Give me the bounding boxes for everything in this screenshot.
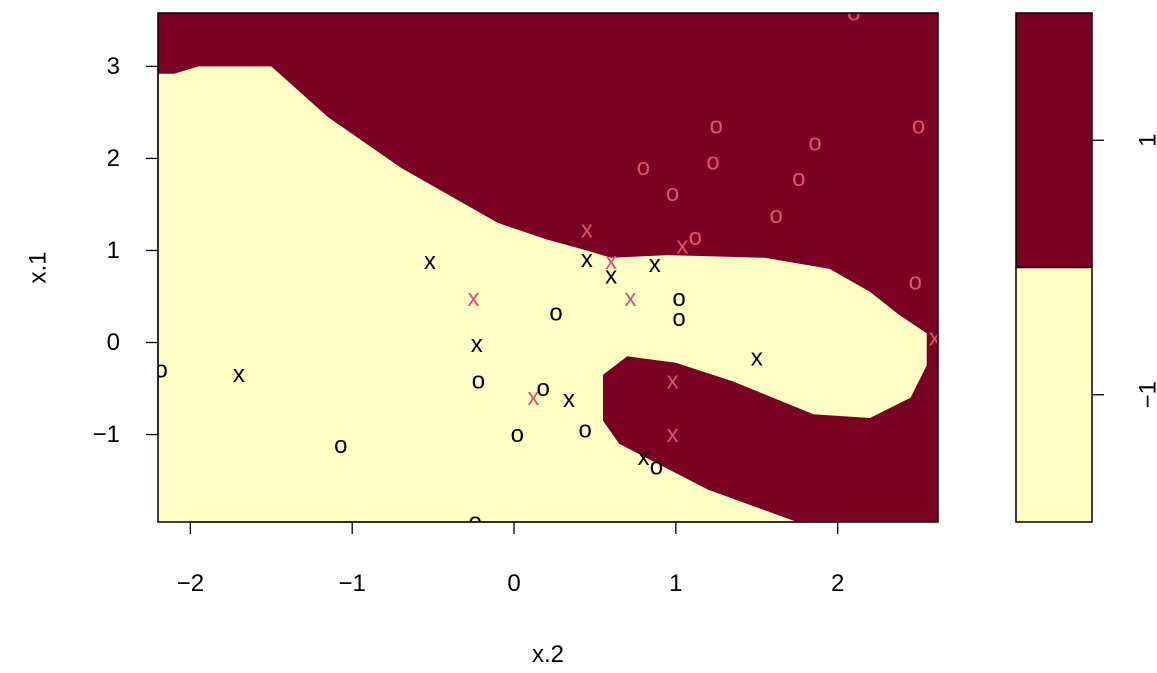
data-point-x: x <box>751 345 763 372</box>
data-point-x: x <box>667 368 679 395</box>
colorbar-label: −1 <box>1135 381 1157 408</box>
data-point-o: o <box>549 300 562 327</box>
data-point-x: x <box>468 285 480 312</box>
data-point-x: x <box>667 421 679 448</box>
data-point-o: o <box>769 202 782 229</box>
data-point-o: o <box>912 113 925 140</box>
data-point-x: x <box>676 232 688 259</box>
x-tick-label: −1 <box>339 570 366 597</box>
y-axis-label: x.1 <box>25 251 52 283</box>
data-point-o: o <box>334 432 347 459</box>
x-tick-label: 2 <box>831 570 844 597</box>
data-point-o: o <box>468 509 481 536</box>
data-point-o: o <box>155 357 168 384</box>
data-point-o: o <box>511 421 524 448</box>
data-point-o: o <box>672 305 685 332</box>
x-tick-label: 0 <box>507 570 520 597</box>
data-point-x: x <box>563 386 575 413</box>
data-point-x: x <box>605 263 617 290</box>
data-point-o: o <box>472 368 485 395</box>
colorbar-swatch <box>1015 12 1093 269</box>
data-point-o: o <box>650 453 663 480</box>
data-point-x: x <box>424 248 436 275</box>
colorbar-legend: 1 −1 <box>1015 12 1157 523</box>
data-point-o: o <box>672 285 685 312</box>
data-point-o: o <box>536 375 549 402</box>
data-point-x: x <box>605 248 617 275</box>
y-tick-label: 1 <box>107 237 120 264</box>
data-point-x: x <box>929 324 941 351</box>
x-tick-label: −2 <box>177 570 204 597</box>
data-point-x: x <box>233 361 245 388</box>
data-point-o: o <box>847 0 860 27</box>
data-point-o: o <box>689 224 702 251</box>
y-tick-label: 3 <box>107 53 120 80</box>
class-minus1-region <box>158 66 927 523</box>
x-axis-label: x.2 <box>532 641 564 668</box>
y-axis: −1 0 1 2 3 <box>93 53 159 448</box>
y-tick-label: −1 <box>93 421 120 448</box>
data-point-x: x <box>471 331 483 358</box>
data-point-x: x <box>625 285 637 312</box>
data-point-o: o <box>637 154 650 181</box>
y-tick-label: 2 <box>107 145 120 172</box>
x-tick-label: 1 <box>669 570 682 597</box>
data-point-x: x <box>581 217 593 244</box>
x-axis: −2 −1 0 1 2 <box>177 521 844 597</box>
data-point-x: x <box>527 384 539 411</box>
data-point-o: o <box>710 113 723 140</box>
data-point-o: o <box>579 416 592 443</box>
data-point-x: x <box>637 444 649 471</box>
data-point-o: o <box>792 165 805 192</box>
data-point-o: o <box>909 268 922 295</box>
data-point-x: x <box>649 251 661 278</box>
data-point-o: o <box>666 180 679 207</box>
colorbar-swatch <box>1015 266 1093 523</box>
colorbar-label: 1 <box>1135 134 1157 147</box>
y-tick-label: 0 <box>107 329 120 356</box>
data-point-x: x <box>581 246 593 273</box>
data-point-o: o <box>706 149 719 176</box>
data-point-o: o <box>808 129 821 156</box>
